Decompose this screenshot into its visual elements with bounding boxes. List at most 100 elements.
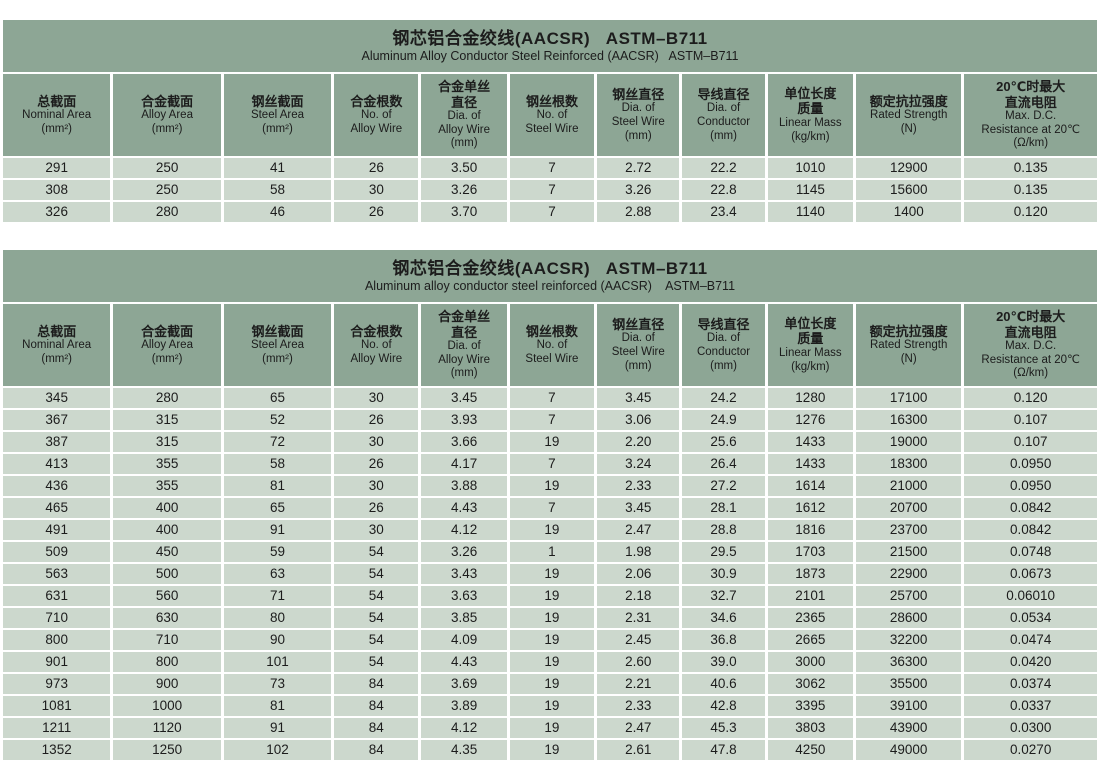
- data-cell: 500: [113, 564, 221, 584]
- data-cell: 4250: [767, 740, 853, 760]
- column-header-en: (Ω/km): [1013, 367, 1049, 380]
- data-cell: 2665: [767, 630, 853, 650]
- data-cell: 7: [509, 498, 595, 518]
- data-cell: 3.66: [421, 432, 507, 452]
- table-row: 509 450 59 54 3.26 1 1.98 29.5 1703 21500 0.0748: [3, 542, 1097, 562]
- data-cell: 280: [113, 202, 221, 222]
- column-header: 额定抗拉强度 Rated Strength (N): [855, 304, 962, 386]
- data-cell: 0.0420: [964, 652, 1097, 672]
- table-title-en: Aluminum alloy conductor steel reinforce…: [364, 279, 736, 294]
- data-cell: 54: [334, 630, 419, 650]
- column-header-en: No. of: [536, 109, 568, 122]
- data-cell: 72: [223, 432, 332, 452]
- data-cell: 7: [509, 410, 595, 430]
- column-header: 钢丝根数 No. of Steel Wire: [509, 74, 595, 156]
- data-cell: 345: [3, 388, 111, 408]
- data-cell: 45.3: [682, 718, 765, 738]
- data-cell: 4.43: [421, 498, 507, 518]
- column-header-zh: 额定抗拉强度: [869, 323, 948, 339]
- data-cell: 630: [113, 608, 221, 628]
- column-header-en: (mm²): [262, 122, 293, 135]
- table-title-row: 钢芯铝合金绞线(AACSR) ASTM–B711 Aluminum alloy …: [3, 250, 1097, 302]
- data-cell: 24.2: [682, 388, 765, 408]
- data-cell: 73: [223, 674, 332, 694]
- column-header-zh: 合金截面: [141, 93, 194, 109]
- data-cell: 2.21: [597, 674, 680, 694]
- data-cell: 30: [334, 432, 419, 452]
- data-cell: 65: [223, 498, 332, 518]
- data-cell: 25.6: [682, 432, 765, 452]
- data-cell: 40.6: [682, 674, 765, 694]
- column-header-zh: 导线直径: [697, 86, 750, 102]
- data-cell: 4.12: [421, 520, 507, 540]
- data-cell: 900: [113, 674, 221, 694]
- table-row: 1352 1250 102 84 4.35 19 2.61 47.8 4250 49000 0.02…: [3, 740, 1097, 760]
- column-header: 合金根数 No. of Alloy Wire: [334, 74, 419, 156]
- data-cell: 102: [223, 740, 332, 760]
- data-cell: 17100: [855, 388, 962, 408]
- data-cell: 1081: [3, 696, 111, 716]
- data-cell: 3.93: [421, 410, 507, 430]
- data-cell: 3.63: [421, 586, 507, 606]
- data-cell: 26: [334, 454, 419, 474]
- data-cell: 0.0270: [964, 740, 1097, 760]
- data-cell: 2.06: [597, 564, 680, 584]
- data-cell: 355: [113, 454, 221, 474]
- data-cell: 19: [509, 740, 595, 760]
- table-title-row: 钢芯铝合金绞线(AACSR) ASTM–B711 Aluminum Alloy …: [3, 20, 1097, 72]
- data-cell: 3.24: [597, 454, 680, 474]
- table-row: 1081 1000 81 84 3.89 19 2.33 42.8 3395 39100 0.033…: [3, 696, 1097, 716]
- table-title: 钢芯铝合金绞线(AACSR) ASTM–B711 Aluminum Alloy …: [3, 20, 1097, 72]
- data-cell: 1211: [3, 718, 111, 738]
- data-cell: 20700: [855, 498, 962, 518]
- data-cell: 3.26: [421, 542, 507, 562]
- data-cell: 3.88: [421, 476, 507, 496]
- data-cell: 560: [113, 586, 221, 606]
- data-cell: 326: [3, 202, 111, 222]
- data-cell: 30.9: [682, 564, 765, 584]
- data-cell: 315: [113, 432, 221, 452]
- data-cell: 280: [113, 388, 221, 408]
- column-header-en: Dia. of: [621, 332, 655, 345]
- data-cell: 1433: [767, 432, 853, 452]
- column-header-en: (mm): [450, 137, 478, 150]
- column-header-en: (mm): [710, 359, 737, 372]
- column-header-zh: 钢丝根数: [525, 93, 578, 109]
- data-cell: 1010: [767, 158, 854, 178]
- data-cell: 24.9: [682, 410, 765, 430]
- data-cell: 28600: [855, 608, 962, 628]
- data-cell: 28.1: [682, 498, 765, 518]
- data-cell: 54: [334, 608, 419, 628]
- data-cell: 84: [334, 696, 419, 716]
- column-header-en: Steel Wire: [525, 352, 579, 365]
- column-header-en: Steel Wire: [525, 122, 579, 135]
- column-header-zh: 钢丝直径: [612, 86, 665, 102]
- data-cell: 23700: [855, 520, 962, 540]
- data-cell: 3062: [767, 674, 853, 694]
- column-header: 导线直径 Dia. of Conductor (mm): [682, 74, 765, 156]
- data-cell: 0.0748: [964, 542, 1097, 562]
- table-row: 291 250 41 26 3.50 7 2.72 22.2 1010 12900 0.135: [3, 158, 1097, 178]
- column-header: 20℃时最大 直流电阻 Max. D.C. Resistance at 20℃ (Ω/k…: [964, 304, 1097, 386]
- column-header-zh: 合金单丝: [438, 309, 491, 325]
- data-cell: 36300: [855, 652, 962, 672]
- data-cell: 1120: [113, 718, 221, 738]
- data-cell: 0.0842: [964, 520, 1097, 540]
- data-cell: 800: [113, 652, 221, 672]
- data-cell: 58: [223, 180, 332, 200]
- data-cell: 1250: [113, 740, 221, 760]
- table-row: 800 710 90 54 4.09 19 2.45 36.8 2665 32200 0.0474: [3, 630, 1097, 650]
- data-cell: 2.18: [597, 586, 680, 606]
- data-cell: 26: [334, 410, 419, 430]
- data-cell: 2.88: [597, 202, 680, 222]
- column-header-en: Nominal Area: [22, 109, 92, 122]
- column-header-en: (mm²): [41, 352, 73, 365]
- data-cell: 26.4: [682, 454, 765, 474]
- column-header-en: Max. D.C.: [1005, 340, 1057, 353]
- data-cell: 0.135: [964, 158, 1097, 178]
- data-cell: 27.2: [682, 476, 765, 496]
- data-cell: 32.7: [682, 586, 765, 606]
- data-cell: 19000: [855, 432, 962, 452]
- data-cell: 291: [3, 158, 111, 178]
- data-cell: 7: [509, 454, 595, 474]
